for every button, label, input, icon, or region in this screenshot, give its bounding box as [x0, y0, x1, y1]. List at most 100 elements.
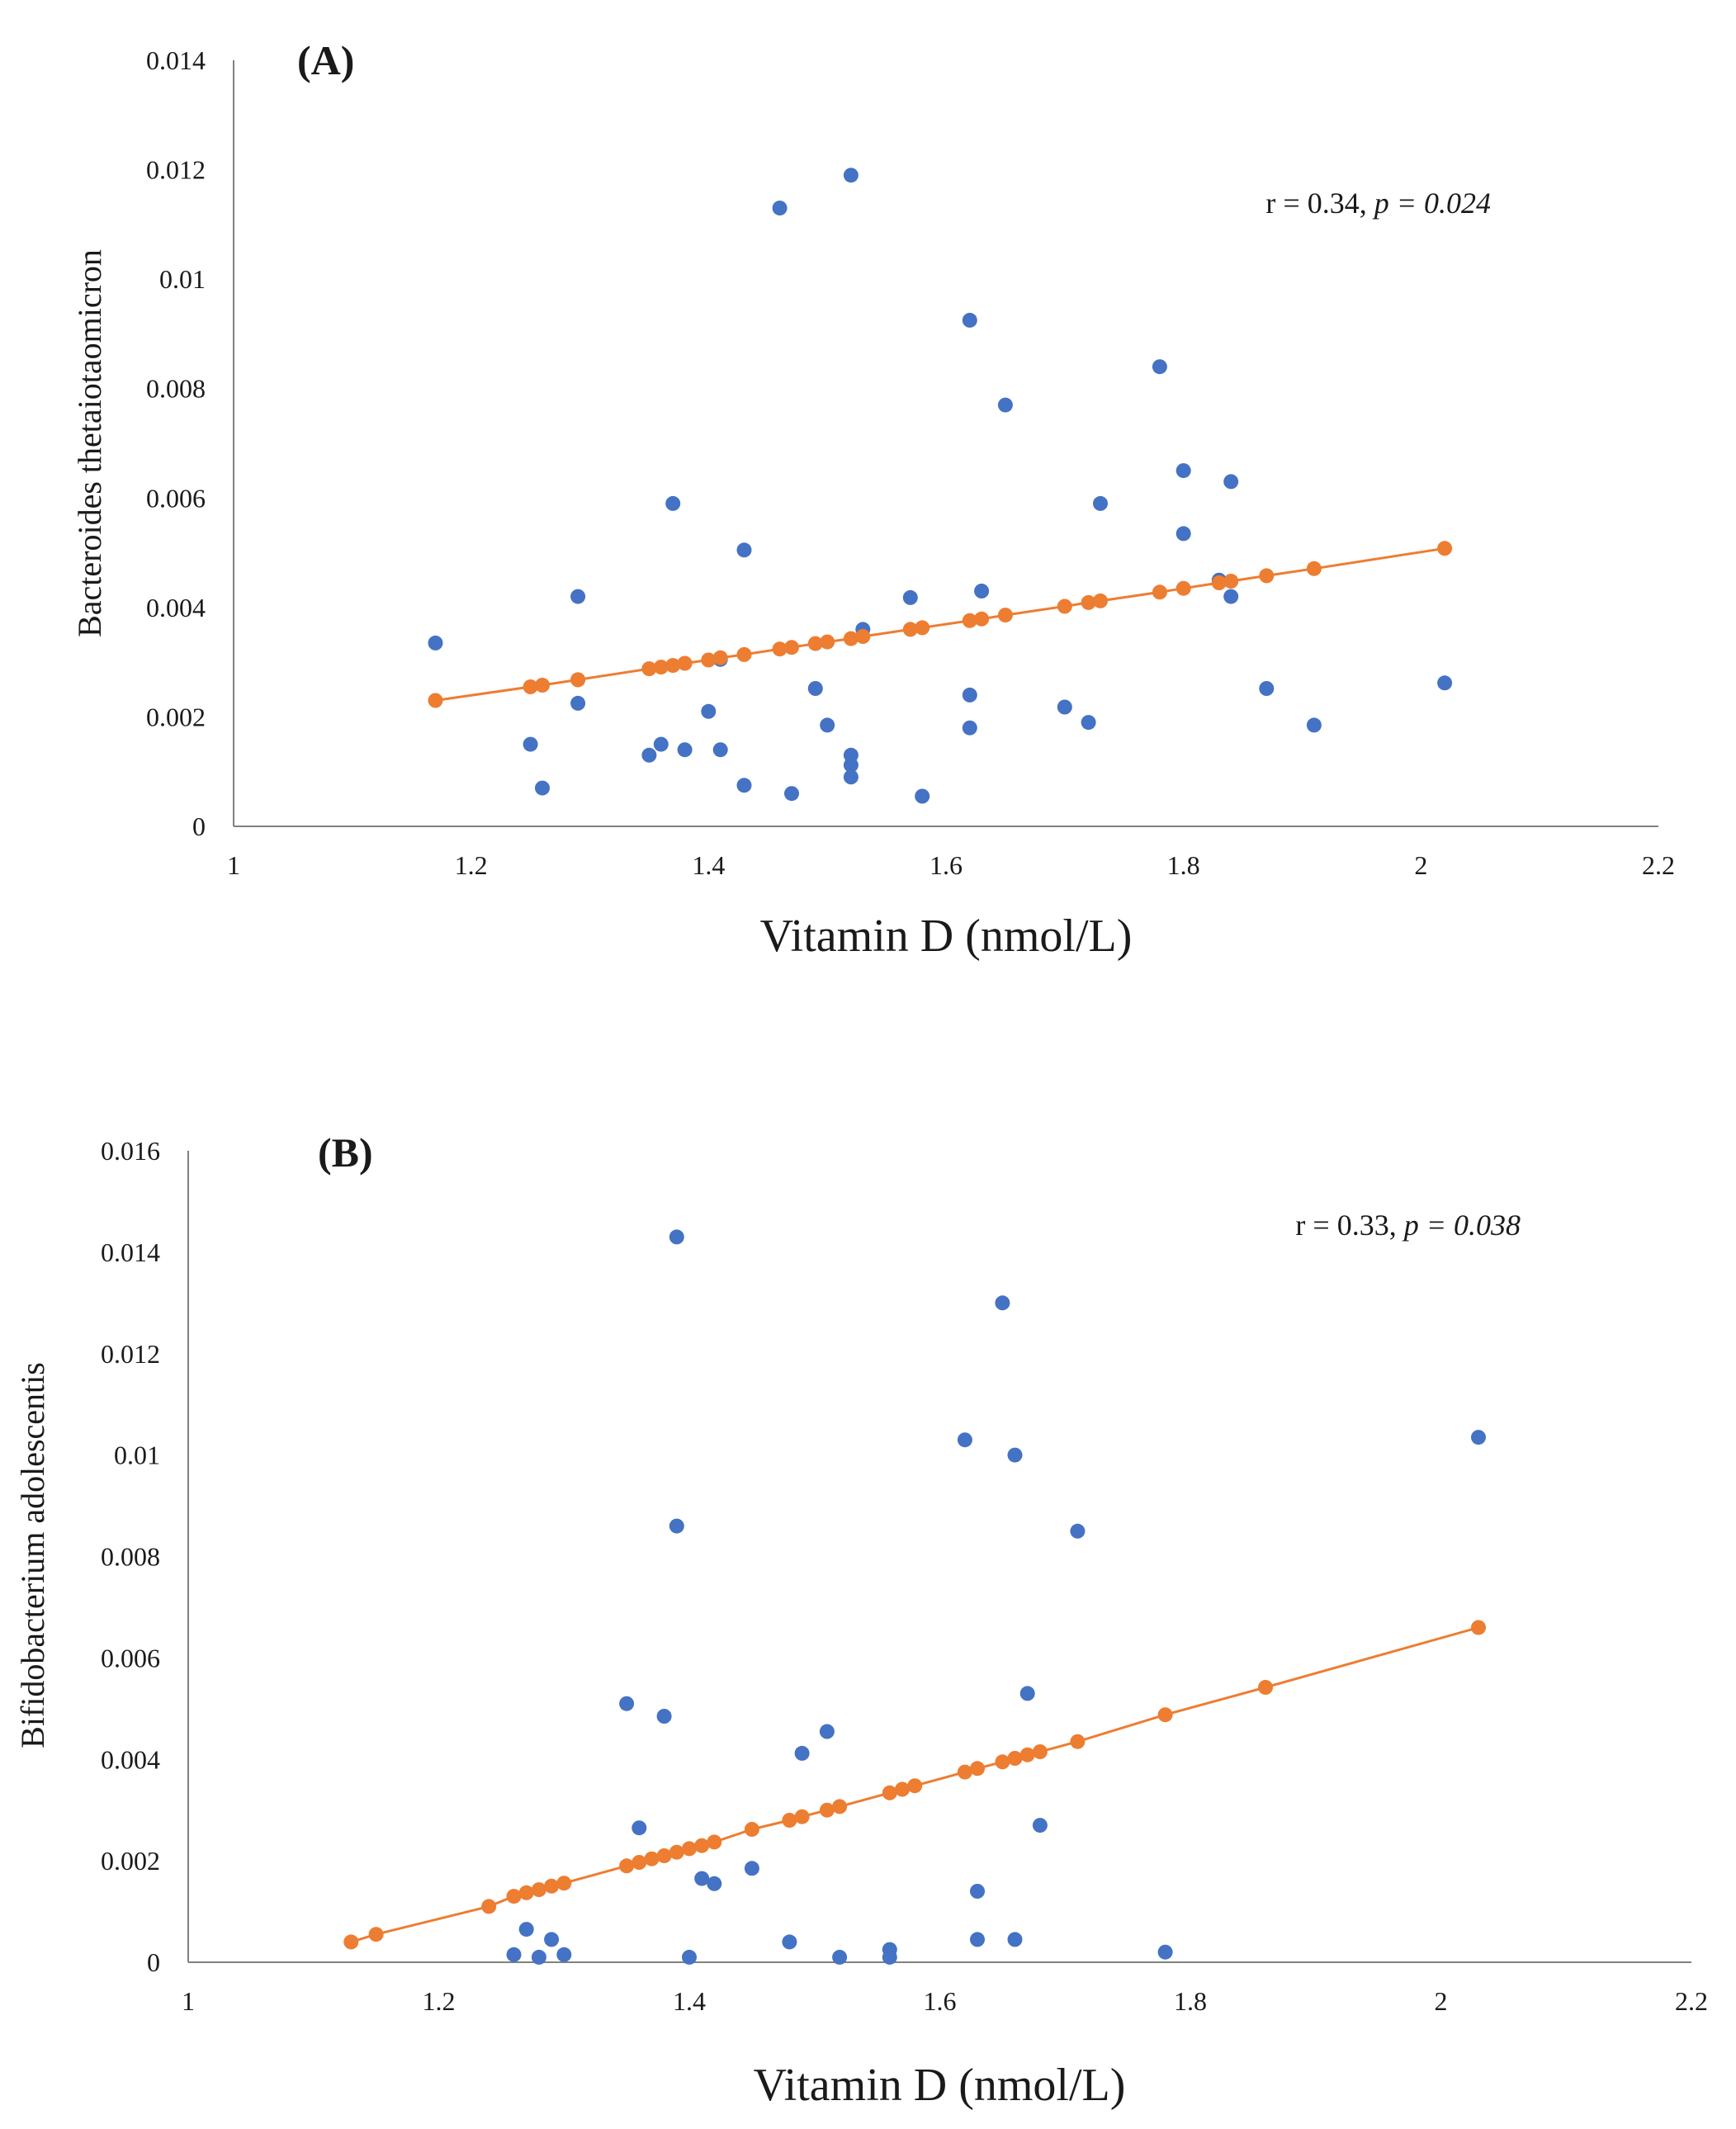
observed-point — [902, 589, 918, 605]
observed-point — [744, 1861, 759, 1876]
fitted-point — [531, 1882, 546, 1898]
fitted-point — [1093, 593, 1108, 608]
observed-point — [665, 495, 681, 511]
observed-point — [997, 397, 1013, 413]
fitted-point — [694, 1838, 710, 1853]
observed-point — [1306, 717, 1322, 733]
y-tick-label: 0.004 — [146, 593, 206, 622]
fitted-point — [1223, 574, 1239, 589]
observed-point — [631, 1820, 647, 1836]
observed-point — [1070, 1523, 1086, 1539]
observed-points — [506, 1229, 1486, 1965]
trend-line — [435, 546, 1445, 702]
fitted-point — [1057, 598, 1072, 614]
x-tick-label: 1 — [227, 850, 240, 880]
fitted-point — [1032, 1744, 1048, 1759]
observed-point — [1081, 715, 1096, 731]
observed-point — [1223, 589, 1239, 604]
fitted-point — [343, 1934, 359, 1950]
fitted-point — [843, 631, 859, 646]
fitted-point — [368, 1927, 384, 1942]
y-tick-label: 0.006 — [101, 1643, 160, 1672]
observed-point — [882, 1949, 897, 1965]
observed-point — [1019, 1686, 1035, 1701]
observed-point — [707, 1876, 722, 1891]
fitted-point — [570, 672, 586, 688]
fitted-point — [1070, 1734, 1086, 1749]
fitted-point — [518, 1885, 534, 1900]
correlation-p: p = 0.024 — [1372, 187, 1491, 220]
observed-point — [736, 542, 752, 558]
observed-point — [694, 1871, 710, 1886]
x-tick-label: 1.8 — [1167, 850, 1200, 880]
y-tick-label: 0.008 — [101, 1542, 160, 1572]
observed-point — [535, 780, 550, 796]
fitted-point — [1152, 584, 1167, 600]
observed-point — [677, 742, 693, 758]
fitted-point — [1437, 541, 1453, 556]
observed-point — [506, 1947, 522, 1962]
fitted-point — [653, 660, 669, 675]
observed-point — [970, 1932, 985, 1947]
fitted-point — [807, 636, 823, 651]
fitted-point — [782, 1813, 797, 1828]
observed-point — [1007, 1447, 1023, 1463]
y-tick-labels: 0 0.002 0.004 0.006 0.008 0.01 0.012 0.014 — [146, 45, 206, 841]
observed-point — [619, 1696, 635, 1711]
fitted-point — [736, 646, 752, 662]
y-tick-label: 0.008 — [146, 374, 206, 404]
fitted-point — [794, 1809, 810, 1824]
observed-point — [970, 1884, 985, 1899]
observed-point — [1175, 463, 1191, 479]
observed-point — [794, 1745, 810, 1761]
observed-point — [570, 695, 586, 711]
observed-point — [962, 687, 977, 703]
fitted-point — [682, 1841, 697, 1857]
observed-point — [843, 769, 859, 785]
observed-point — [1152, 359, 1167, 375]
x-tick-label: 1.4 — [692, 850, 725, 880]
y-axis-title: Bifidobacterium adolescentis — [14, 1362, 51, 1748]
fitted-point — [832, 1799, 848, 1814]
x-tick-label: 2.2 — [1642, 850, 1675, 880]
observed-point — [1471, 1430, 1486, 1445]
x-tick-label: 2 — [1414, 850, 1427, 880]
observed-point — [1175, 526, 1191, 542]
fitted-point — [1306, 561, 1322, 576]
fitted-point — [556, 1876, 572, 1891]
observed-point — [962, 720, 977, 736]
x-tick-labels: 1 1.2 1.4 1.6 1.8 2 2.2 — [182, 1986, 1708, 2016]
fitted-point — [895, 1781, 910, 1797]
y-tick-label: 0 — [147, 1947, 160, 1977]
y-tick-labels: 0 0.002 0.004 0.006 0.008 0.01 0.012 0.014 0.016 — [101, 1136, 160, 1977]
observed-point — [819, 1724, 835, 1739]
fitted-point — [995, 1754, 1010, 1770]
x-tick-label: 1.6 — [924, 1986, 957, 2016]
fitted-point — [1081, 594, 1096, 610]
fitted-point — [962, 613, 977, 628]
observed-point — [782, 1934, 797, 1950]
observed-point — [1259, 681, 1275, 696]
observed-point — [1093, 495, 1108, 511]
fitted-point — [1259, 568, 1275, 584]
y-tick-label: 0.014 — [101, 1237, 160, 1267]
x-axis-title: Vitamin D (nmol/L) — [754, 2060, 1126, 2111]
fitted-point — [707, 1834, 722, 1850]
y-tick-label: 0.016 — [101, 1136, 160, 1166]
observed-point — [428, 635, 443, 651]
fitted-point — [712, 650, 728, 665]
fitted-point — [644, 1851, 660, 1866]
fitted-point — [970, 1761, 985, 1777]
fitted-point — [1258, 1680, 1273, 1695]
observed-point — [1007, 1932, 1023, 1947]
panel-label: (B) — [318, 1129, 373, 1176]
x-tick-label: 2 — [1435, 1986, 1448, 2016]
x-tick-label: 1.6 — [929, 850, 963, 880]
observed-point — [962, 312, 977, 328]
x-tick-label: 1.8 — [1174, 1986, 1207, 2016]
observed-point — [653, 736, 669, 752]
fitted-point — [631, 1855, 647, 1870]
chart-panel-a: 1 1.2 1.4 1.6 1.8 2 2.2 00.0020.0040.0060.0080… — [71, 37, 1675, 962]
fitted-points — [343, 1620, 1486, 1950]
observed-point — [915, 788, 930, 804]
